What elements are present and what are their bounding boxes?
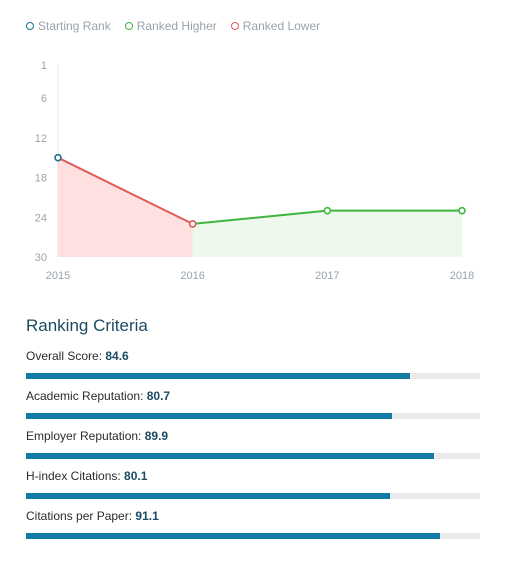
- criteria-value: 84.6: [105, 349, 129, 363]
- y-tick-label: 6: [41, 93, 47, 105]
- criteria-item: H-index Citations: 80.1: [26, 469, 480, 509]
- criteria-value: 80.7: [146, 389, 171, 403]
- ranked-higher-point: [323, 206, 332, 215]
- legend-item-starting-rank[interactable]: Starting Rank: [26, 19, 111, 33]
- starting-rank-point: [54, 153, 62, 162]
- criteria-bar-track: [26, 493, 480, 499]
- x-tick-label: 2018: [450, 270, 474, 282]
- criteria-bar-fill: [26, 493, 390, 499]
- y-tick-label: 18: [35, 173, 47, 185]
- criteria-label: Employer Reputation: 89.9: [26, 429, 480, 449]
- ranked-higher-point: [458, 206, 466, 215]
- y-tick-label: 30: [35, 252, 47, 264]
- criteria-bar-track: [26, 373, 480, 379]
- y-tick-label: 12: [35, 133, 47, 145]
- ranking-line-chart: 1 6 12 18 24 30 2015 2016 2017 2018: [35, 60, 474, 282]
- x-tick-label: 2017: [315, 270, 339, 282]
- legend-label-starting-rank: Starting Rank: [38, 19, 111, 33]
- criteria-value: 80.1: [124, 469, 148, 483]
- criteria-bar-fill: [26, 453, 435, 459]
- legend-dot-ranked-lower-icon: [230, 22, 239, 30]
- criteria-label: Overall Score: 84.6: [26, 349, 480, 369]
- chart-legend: Starting Rank Ranked Higher Ranked Lower: [26, 19, 320, 33]
- criteria-label: H-index Citations: 80.1: [26, 469, 480, 489]
- ranking-criteria-title: Ranking Criteria: [26, 316, 148, 335]
- criteria-bar-track: [26, 453, 480, 459]
- criteria-name: H-index Citations:: [26, 469, 125, 483]
- criteria-item: Employer Reputation: 89.9: [26, 429, 480, 469]
- criteria-value: 91.1: [135, 509, 159, 523]
- legend-dot-starting-rank-icon: [26, 22, 34, 30]
- criteria-item: Academic Reputation: 80.7: [26, 389, 480, 429]
- ranked-lower-line: [57, 156, 194, 225]
- x-tick-label: 2016: [180, 270, 204, 282]
- criteria-bar-track: [26, 533, 480, 539]
- legend-dot-ranked-higher-icon: [124, 22, 133, 30]
- y-tick-label: 24: [35, 212, 47, 224]
- criteria-name: Employer Reputation:: [26, 429, 145, 443]
- criteria-bar-fill: [26, 373, 411, 379]
- legend-label-ranked-lower: Ranked Lower: [242, 19, 321, 33]
- ranked-lower-point: [188, 220, 197, 228]
- x-tick-label: 2015: [46, 270, 70, 282]
- criteria-name: Overall Score:: [26, 349, 106, 363]
- ranked-higher-area: [192, 210, 462, 257]
- criteria-value: 89.9: [144, 429, 169, 443]
- criteria-label: Academic Reputation: 80.7: [26, 389, 480, 409]
- criteria-label: Citations per Paper: 91.1: [26, 509, 480, 529]
- ranking-criteria-list: Overall Score: 84.6 Academic Reputation: …: [26, 349, 480, 549]
- y-tick-label: 1: [41, 60, 47, 72]
- criteria-name: Citations per Paper:: [26, 509, 136, 523]
- criteria-bar-fill: [26, 413, 393, 419]
- legend-label-ranked-higher: Ranked Higher: [136, 19, 217, 33]
- legend-item-ranked-lower[interactable]: Ranked Lower: [230, 19, 321, 33]
- legend-item-ranked-higher[interactable]: Ranked Higher: [124, 19, 217, 33]
- ranked-lower-area: [58, 157, 193, 257]
- criteria-item: Citations per Paper: 91.1: [26, 509, 480, 549]
- criteria-bar-track: [26, 413, 480, 419]
- criteria-item: Overall Score: 84.6: [26, 349, 480, 389]
- criteria-name: Academic Reputation:: [26, 389, 147, 403]
- criteria-bar-fill: [26, 533, 440, 539]
